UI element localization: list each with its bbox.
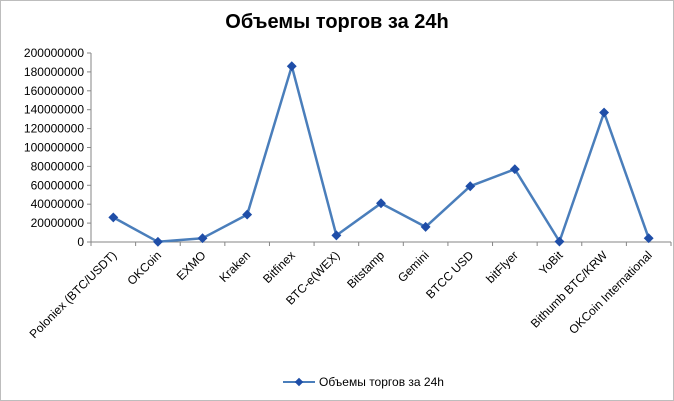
- x-tick-label: Kraken: [216, 248, 253, 285]
- x-tick-label: Gemini: [395, 248, 432, 285]
- y-tick-label: 0: [77, 235, 84, 249]
- x-tick-label: OKCoin: [124, 248, 164, 288]
- y-tick-label: 100000000: [24, 141, 84, 155]
- y-tick-label: 200000000: [24, 46, 84, 60]
- y-tick-label: 140000000: [24, 103, 84, 117]
- data-point: [152, 236, 163, 247]
- x-tick-label: Bithumb BTC/KRW: [528, 248, 611, 331]
- x-tick-label: Poloniex (BTC/USDT): [27, 248, 120, 341]
- y-tick-label: 20000000: [31, 216, 85, 230]
- data-point: [331, 230, 342, 241]
- legend: Объемы торгов за 24h: [283, 375, 444, 389]
- x-tick-label: YoBit: [536, 248, 566, 278]
- data-point: [108, 212, 119, 223]
- y-tick-label: 120000000: [24, 122, 84, 136]
- chart-title: Объемы торгов за 24h: [225, 11, 449, 33]
- data-point: [197, 233, 208, 244]
- data-point: [376, 198, 386, 209]
- y-tick-label: 60000000: [31, 178, 85, 192]
- series-line: [112, 64, 650, 244]
- y-tick-label: 180000000: [24, 65, 84, 79]
- legend-marker-icon: [283, 377, 315, 387]
- y-tick-label: 80000000: [31, 159, 85, 173]
- x-tick-label: Bitfinex: [260, 248, 298, 286]
- x-tick-label: bitFlyer: [483, 248, 521, 286]
- x-tick-label: BTCC USD: [423, 248, 477, 302]
- data-point: [599, 107, 610, 118]
- y-tick-label: 160000000: [24, 84, 84, 98]
- data-point: [554, 236, 565, 247]
- data-point: [242, 209, 253, 220]
- data-point: [643, 233, 654, 244]
- x-tick-label: EXMO: [174, 248, 209, 283]
- x-tick-label: Bitstamp: [344, 248, 387, 291]
- legend-label: Объемы торгов за 24h: [319, 375, 444, 389]
- y-tick-label: 40000000: [31, 197, 85, 211]
- data-point: [465, 181, 476, 192]
- data-point: [286, 61, 297, 72]
- data-point: [420, 221, 431, 232]
- x-tick-label: OKCoin International: [566, 248, 655, 337]
